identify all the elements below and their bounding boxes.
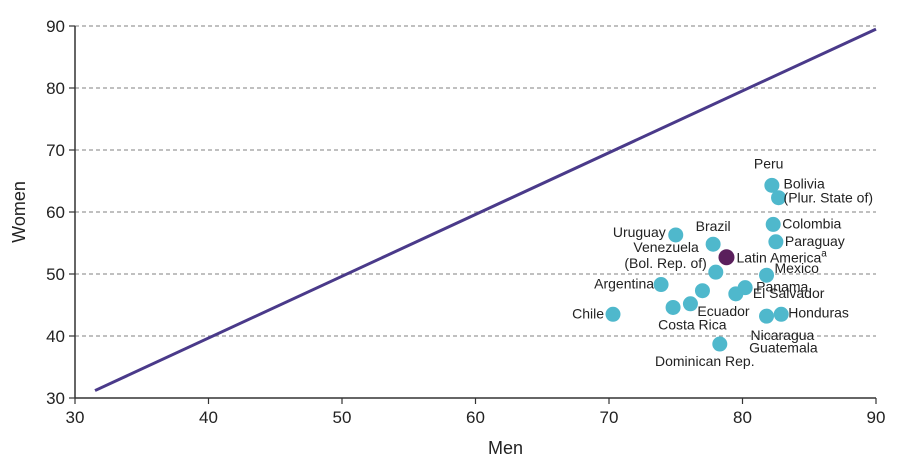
point-label: Honduras bbox=[788, 304, 849, 320]
data-point-highlight bbox=[718, 249, 735, 266]
data-points bbox=[605, 177, 789, 352]
data-point bbox=[665, 299, 681, 315]
point-label: Peru bbox=[754, 155, 784, 171]
point-label: (Plur. State of) bbox=[784, 190, 873, 206]
point-label-highlight: Latin Americaa bbox=[736, 248, 827, 265]
y-tick-label: 60 bbox=[46, 203, 65, 222]
data-point bbox=[728, 286, 744, 302]
data-point bbox=[759, 308, 775, 324]
point-label: Uruguay bbox=[613, 224, 666, 240]
reference-line bbox=[94, 27, 877, 392]
point-label: Bolivia bbox=[784, 176, 825, 192]
point-label: Costa Rica bbox=[658, 316, 727, 332]
point-label: Mexico bbox=[775, 260, 820, 276]
y-axis-label: Women bbox=[9, 181, 29, 243]
point-label: Paraguay bbox=[785, 233, 845, 249]
x-tick-label: 70 bbox=[600, 408, 619, 427]
data-point bbox=[694, 283, 710, 299]
data-point bbox=[773, 306, 789, 322]
tick-labels: 30 40 50 60 70 80 90 30 40 50 60 70 80 90 bbox=[46, 17, 885, 427]
data-point bbox=[708, 264, 724, 280]
data-point bbox=[768, 234, 784, 250]
x-tick-label: 80 bbox=[733, 408, 752, 427]
point-label: Argentina bbox=[594, 276, 654, 292]
y-tick-label: 30 bbox=[46, 389, 65, 408]
point-label: Dominican Rep. bbox=[655, 353, 755, 369]
y-tick-label: 80 bbox=[46, 79, 65, 98]
data-point bbox=[771, 190, 787, 206]
point-label: Venezuela bbox=[633, 239, 699, 255]
point-label: El Salvador bbox=[753, 285, 825, 301]
data-point bbox=[759, 267, 775, 283]
x-axis-label: Men bbox=[488, 438, 523, 458]
x-tick-label: 30 bbox=[66, 408, 85, 427]
y-tick-label: 50 bbox=[46, 265, 65, 284]
x-tick-label: 40 bbox=[199, 408, 218, 427]
point-label: (Bol. Rep. of) bbox=[624, 255, 706, 271]
data-point bbox=[764, 177, 780, 193]
point-label: Colombia bbox=[782, 215, 841, 231]
data-point bbox=[605, 306, 621, 322]
point-label: Ecuador bbox=[697, 303, 749, 319]
data-point bbox=[712, 336, 728, 352]
point-label: Panama bbox=[756, 279, 808, 295]
x-tick-label: 60 bbox=[466, 408, 485, 427]
data-point bbox=[765, 216, 781, 232]
y-tick-label: 90 bbox=[46, 17, 65, 36]
x-tick-label: 50 bbox=[333, 408, 352, 427]
data-point bbox=[668, 227, 684, 243]
point-label: Brazil bbox=[696, 218, 731, 234]
data-point bbox=[653, 277, 669, 293]
y-tick-label: 70 bbox=[46, 141, 65, 160]
y-tick-label: 40 bbox=[46, 327, 65, 346]
x-tick-label: 90 bbox=[867, 408, 886, 427]
gridlines bbox=[75, 25, 876, 337]
data-point bbox=[705, 236, 721, 252]
point-label: Nicaragua bbox=[751, 327, 815, 343]
data-point bbox=[682, 296, 698, 312]
point-label: Guatemala bbox=[749, 340, 818, 356]
point-label: Chile bbox=[572, 305, 604, 321]
